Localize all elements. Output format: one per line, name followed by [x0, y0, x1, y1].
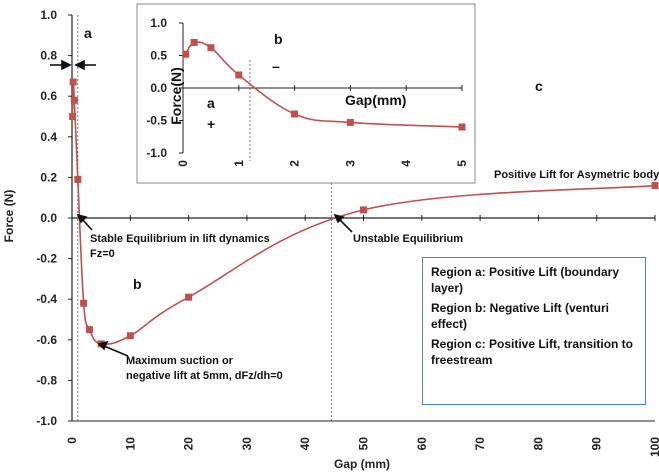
main-annotations: a b c Stable Equilibrium in lift dynamic…	[50, 25, 659, 382]
inset-tick-labels: 0 1 2 3 4 5 1.0 0.5 0.0 -0.5 -1.0	[146, 16, 469, 167]
x-tick-label: 100	[648, 437, 659, 457]
inset-region-b-label: b	[274, 31, 283, 47]
data-point-marker	[74, 175, 82, 183]
max-suction-arrow	[103, 345, 129, 357]
y-tick-label: -0.2	[36, 252, 57, 266]
inset-data-point-marker	[207, 44, 215, 52]
unstable-arrowhead	[333, 213, 345, 224]
y-tick-label: 0.2	[40, 170, 57, 184]
x-tick-label: 60	[415, 437, 429, 451]
y-tick-label: 0.4	[40, 130, 57, 144]
y-tick-label: -0.6	[36, 333, 57, 347]
x-tick-label: 50	[357, 437, 371, 451]
inset-data-point-marker	[291, 110, 299, 118]
inset-y-tick-label: -0.5	[146, 114, 167, 128]
max-suction-label-line2: negative lift at 5mm, dFz/dh=0	[126, 370, 283, 382]
inset-x-tick-label: 4	[399, 160, 413, 167]
data-point-marker	[69, 78, 77, 86]
inset-data-point-marker	[346, 118, 354, 126]
x-tick-label: 0	[65, 437, 79, 444]
inset-data-point-marker	[182, 50, 190, 58]
x-tick-label: 30	[240, 437, 254, 451]
data-point-marker	[69, 113, 77, 120]
inset-region-a-label: a	[207, 95, 215, 111]
inset-x-tick-label: 2	[288, 160, 302, 167]
data-point-marker	[85, 326, 93, 334]
region-c-label: c	[535, 78, 543, 94]
y-tick-label: 0.6	[40, 89, 57, 103]
x-tick-label: 40	[298, 437, 312, 451]
x-tick-label: 80	[531, 437, 545, 451]
y-tick-label: -0.8	[36, 373, 57, 387]
inset-data-point-marker	[235, 71, 243, 79]
unstable-arrow	[338, 218, 353, 233]
region-legend-box: Region a: Positive Lift (boundary layer)…	[422, 257, 646, 405]
inset-x-axis-title: Gap(mm)	[345, 92, 406, 108]
inset-data-point-marker	[458, 123, 466, 131]
y-axis-title: Force (N)	[2, 190, 16, 243]
region-b-label: b	[133, 276, 142, 292]
data-point-marker	[80, 299, 88, 307]
inset-y-tick-label: 0.5	[150, 49, 167, 63]
region-a-arrowhead-left	[61, 59, 72, 71]
legend-line-region-a: Region a: Positive Lift (boundary layer)	[431, 265, 620, 295]
stable-equilibrium-label: Stable Equilibrium in lift dynamics	[90, 233, 270, 245]
y-tick-label: -0.4	[36, 292, 57, 306]
max-suction-arrowhead	[97, 340, 109, 351]
inset-y-axis-title: Force(N)	[168, 67, 184, 125]
inset-y-tick-label: -1.0	[146, 146, 167, 160]
x-tick-label: 20	[182, 437, 196, 451]
y-tick-label: 0.8	[40, 49, 57, 63]
y-tick-label: -1.0	[36, 414, 57, 428]
fz-zero-label: Fz=0	[90, 248, 115, 260]
main-tick-labels: 0 10 20 30 40 50 60 70 80 90 1001.00.80.60.40.20.0…	[36, 8, 659, 457]
x-axis-title: Gap (mm)	[334, 457, 390, 471]
stable-arrow	[81, 218, 93, 231]
data-point-marker	[70, 96, 78, 104]
inset-x-tick-label: 3	[343, 160, 357, 167]
inset-y-tick-label: 0.0	[150, 81, 167, 95]
data-point-marker	[185, 293, 193, 301]
inset-chart: 0 1 2 3 4 5 1.0 0.5 0.0 -0.5 -1.0 Gap(mm) Force(N)…	[136, 3, 476, 184]
region-a-arrowhead-right	[74, 59, 85, 71]
legend-line-region-c: Region c: Positive Lift, transition to f…	[431, 337, 634, 367]
inset-series	[182, 39, 466, 131]
data-point-marker	[651, 182, 659, 190]
stable-arrowhead	[76, 213, 88, 224]
inset-frame	[136, 3, 476, 184]
positive-lift-label: Positive Lift for Asymetric body	[494, 169, 659, 181]
inset-minus-label: –	[272, 58, 280, 74]
x-tick-label: 70	[473, 437, 487, 451]
inset-data-point-marker	[190, 39, 198, 46]
y-tick-label: 0.0	[40, 211, 57, 225]
annotation-arrows	[50, 59, 353, 357]
unstable-equilibrium-label: Unstable Equilibrium	[353, 233, 463, 245]
x-tick-label: 90	[590, 437, 604, 451]
region-a-label: a	[84, 25, 92, 41]
data-point-marker	[126, 332, 134, 340]
x-tick-label: 10	[123, 437, 137, 451]
inset-x-tick-label: 1	[232, 160, 246, 167]
max-suction-label-line1: Maximum suction or	[126, 355, 234, 367]
data-point-marker	[360, 206, 367, 214]
legend-line-region-b: Region b: Negative Lift (venturi effect)	[431, 301, 610, 331]
inset-x-tick-label: 0	[176, 160, 190, 167]
inset-plus-label: +	[207, 116, 215, 132]
inset-y-tick-label: 1.0	[150, 16, 167, 30]
y-tick-label: 1.0	[40, 8, 57, 22]
inset-x-tick-label: 5	[455, 160, 469, 167]
